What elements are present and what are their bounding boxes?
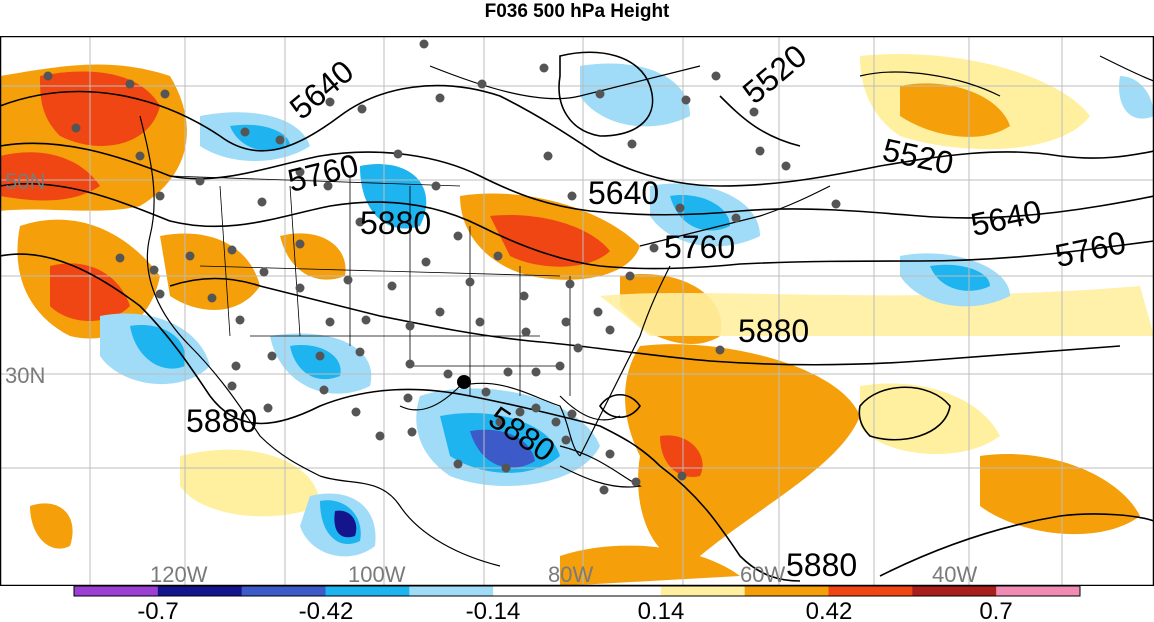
colorbar-cell bbox=[325, 586, 410, 596]
highlight-station-marker bbox=[457, 375, 471, 389]
contour-label: 5880 bbox=[360, 205, 431, 241]
lon-label-60w: 60W bbox=[740, 562, 785, 586]
colorbar-tick-label: 0.14 bbox=[638, 598, 685, 622]
colorbar-cell bbox=[409, 586, 494, 596]
color-scale-legend: -0.7 -0.42 -0.14 0.14 0.42 0.7 bbox=[73, 586, 1081, 622]
height-contours bbox=[0, 51, 1154, 582]
colorbar-cells bbox=[74, 586, 1081, 596]
lon-label-100w: 100W bbox=[348, 562, 406, 586]
colorbar-tick-label: -0.7 bbox=[137, 598, 178, 622]
contour-label: 5880 bbox=[186, 403, 257, 439]
lon-label-120w: 120W bbox=[150, 562, 208, 586]
lon-label-80w: 80W bbox=[548, 562, 593, 586]
contour-label: 5880 bbox=[738, 313, 809, 349]
colorbar-cell bbox=[660, 586, 746, 596]
colorbar-tick-label: 0.42 bbox=[806, 598, 853, 622]
colorbar-cell bbox=[912, 586, 997, 596]
contour-label: 5640 bbox=[588, 175, 659, 211]
contour-label: 5760 bbox=[664, 229, 735, 265]
colorbar-tick-label: -0.14 bbox=[466, 598, 521, 622]
lat-lon-grid bbox=[0, 36, 1154, 586]
colorbar-cell bbox=[577, 586, 662, 596]
colorbar-tick-label: -0.42 bbox=[299, 598, 354, 622]
contour-label: 5880 bbox=[786, 547, 857, 583]
station-markers bbox=[43, 39, 841, 495]
colorbar-cell bbox=[828, 586, 913, 596]
lat-label-30n: 30N bbox=[5, 363, 45, 388]
colorbar-cell bbox=[493, 586, 578, 596]
colorbar-cell bbox=[996, 586, 1081, 596]
colorbar-cell bbox=[241, 586, 326, 596]
colorbar-cell bbox=[74, 586, 159, 596]
colorbar-cell bbox=[744, 586, 829, 596]
map-plot: 50N 30N 120W 100W 80W 60W 40W 5640 5520 … bbox=[0, 36, 1154, 586]
colorbar-tick-label: 0.7 bbox=[979, 598, 1012, 622]
lat-label-50n: 50N bbox=[5, 169, 45, 194]
lon-label-40w: 40W bbox=[932, 562, 977, 586]
chart-title: F036 500 hPa Height bbox=[484, 1, 670, 22]
colorbar-cell bbox=[157, 586, 243, 596]
